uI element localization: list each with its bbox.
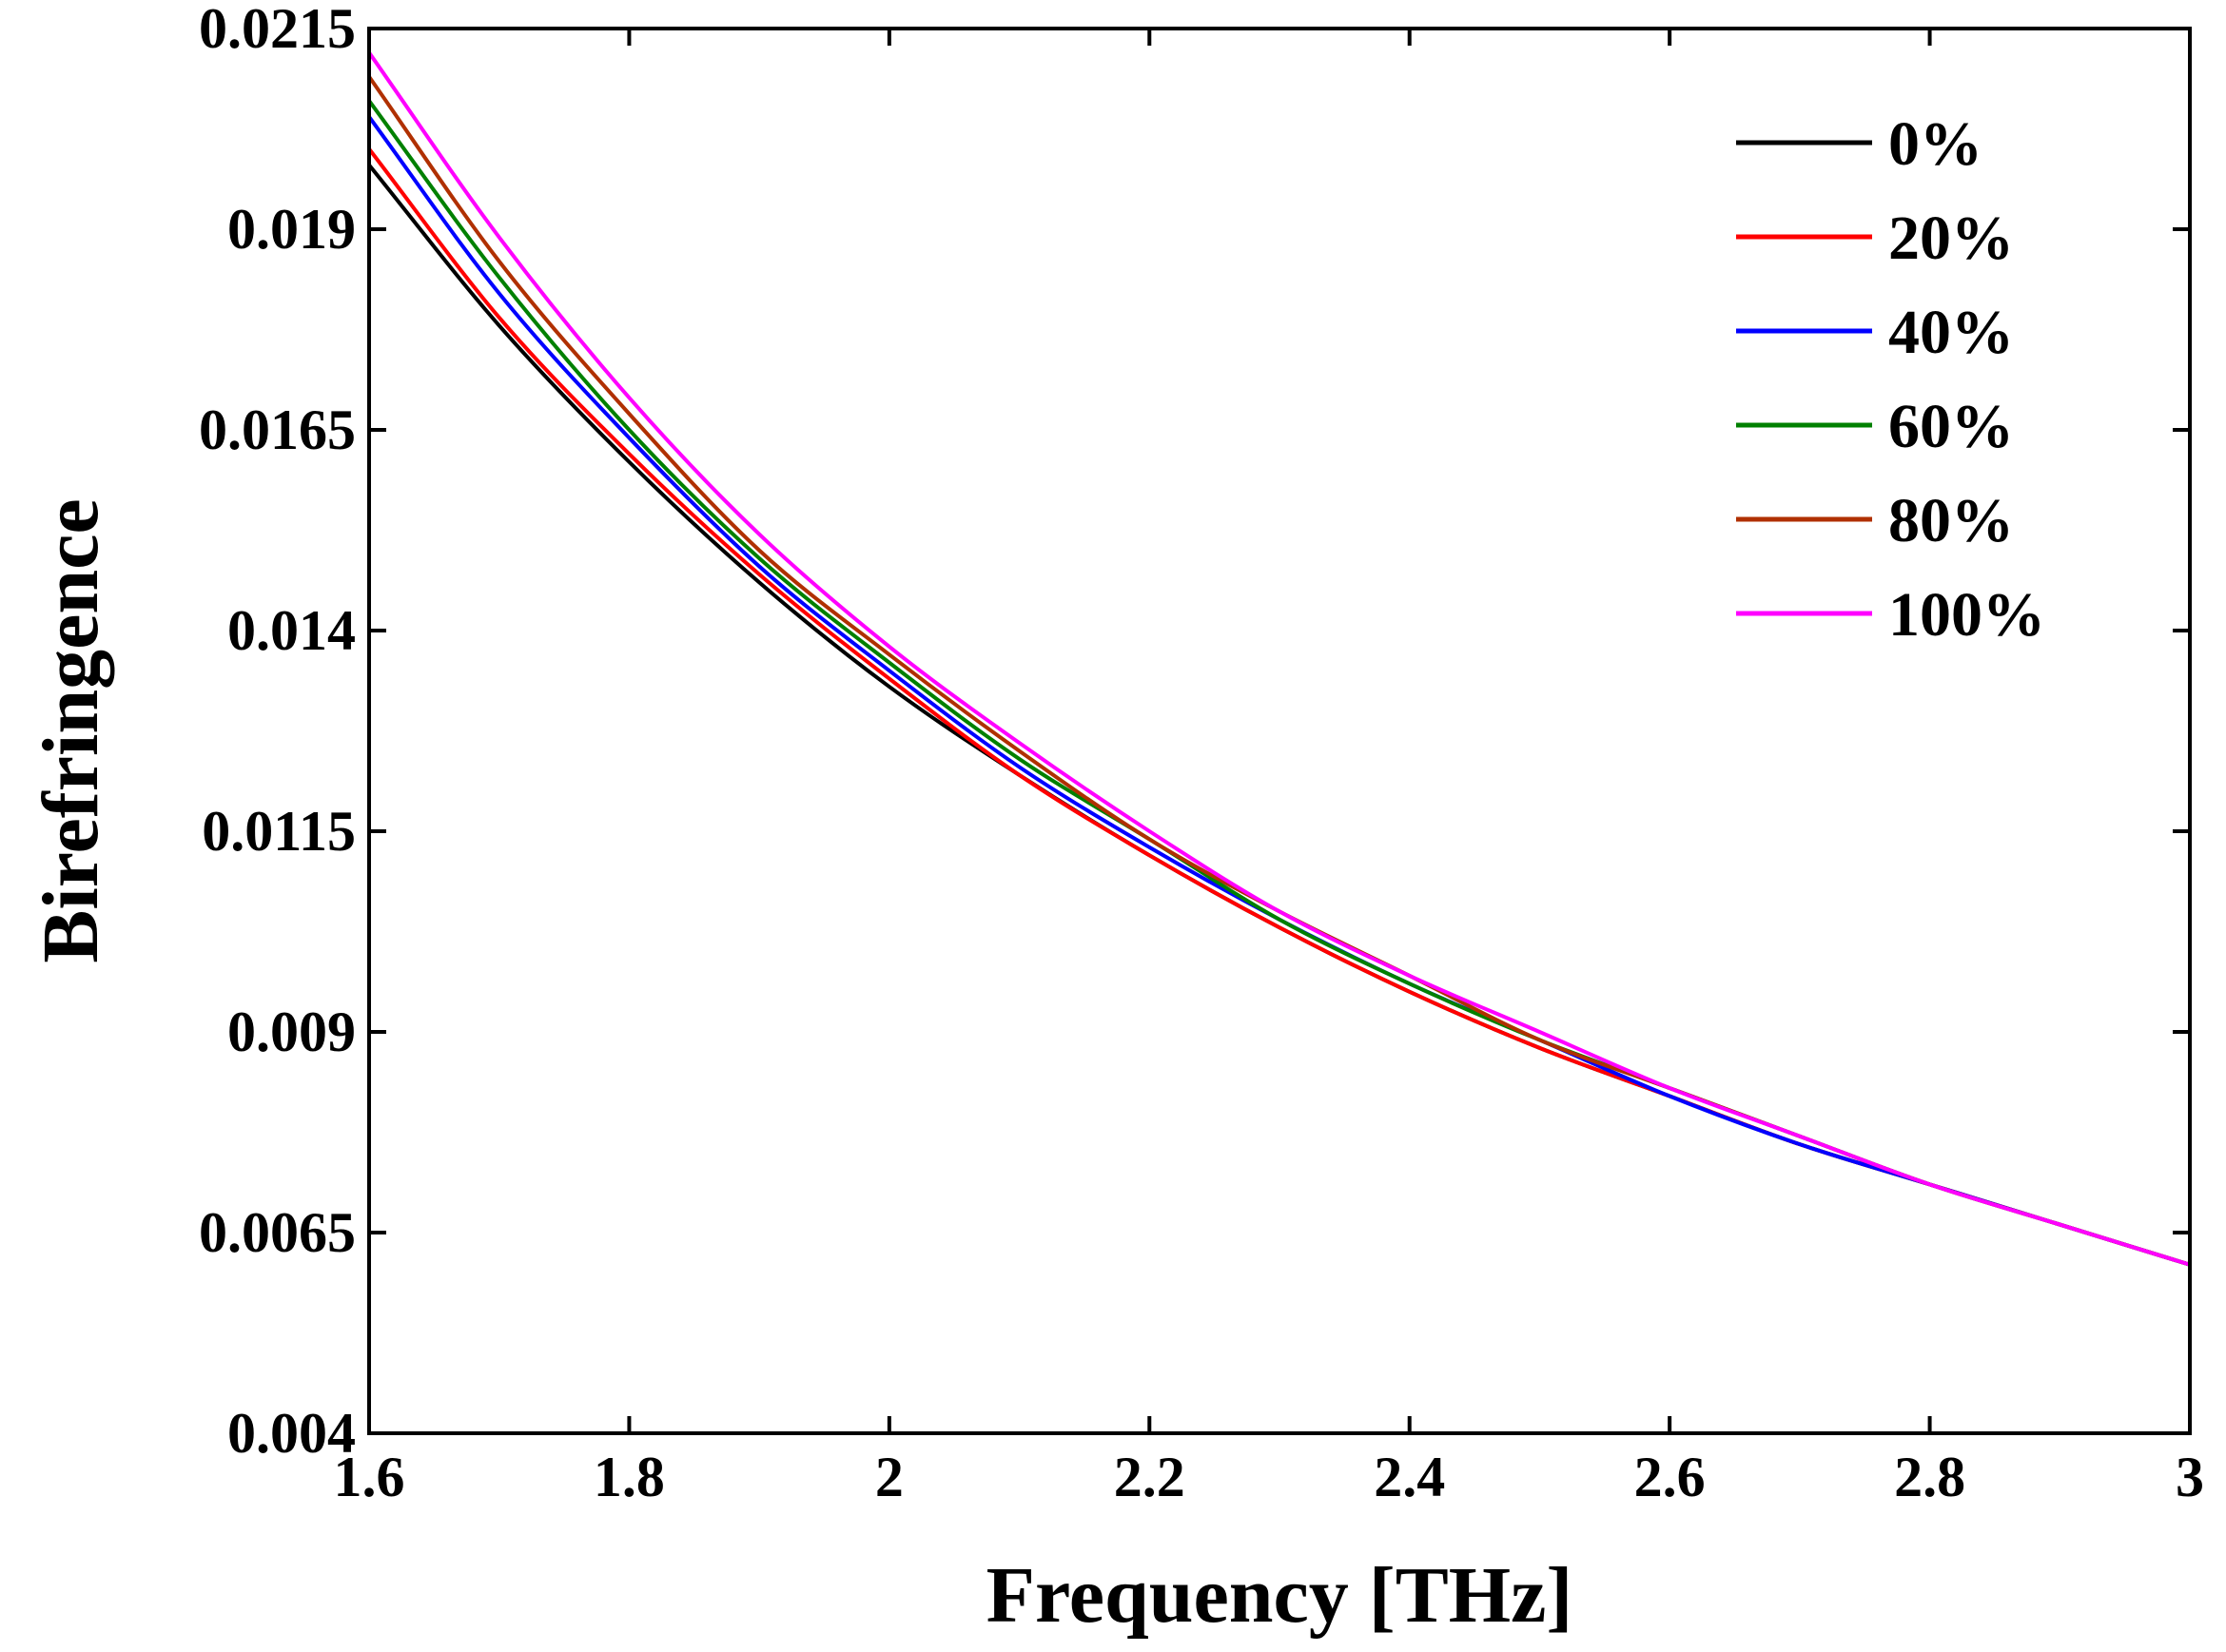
legend-label-0pct: 0% [1888,109,1982,179]
y-tick-labels: 0.004 0.0065 0.009 0.0115 0.014 0.0165 0.019 0.… [199,0,356,1465]
y-tick-label: 0.019 [227,198,356,261]
y-tick-label: 0.0165 [199,398,356,461]
y-tick-label: 0.0065 [199,1201,356,1264]
x-tick-label: 2.4 [1374,1446,1445,1508]
series-line-100pct [367,51,2191,1267]
x-tick-label: 1.8 [594,1446,665,1508]
legend: 0% 20% 40% 60% 80% 100% [1736,109,2045,650]
series-line-60pct [367,99,2191,1267]
legend-label-80pct: 80% [1888,486,2014,555]
x-tick-label: 2 [875,1446,904,1508]
y-tick-label: 0.0215 [199,0,356,60]
x-tick-label: 2.6 [1634,1446,1706,1508]
legend-label-20pct: 20% [1888,204,2014,273]
y-tick-label: 0.004 [227,1402,356,1465]
legend-label-60pct: 60% [1888,392,2014,461]
y-tick-label: 0.0115 [202,800,356,863]
series-line-40pct [367,115,2191,1267]
y-tick-label: 0.014 [227,599,356,662]
y-axis-title: Birefringence [27,498,115,962]
x-axis-title: Frequency [THz] [986,1551,1573,1640]
x-tick-label: 2.8 [1894,1446,1965,1508]
plot-frame [367,27,2192,1435]
x-tick-labels: 1.6 1.8 2 2.2 2.4 2.6 2.8 3 [334,1446,2205,1508]
legend-label-40pct: 40% [1888,298,2014,367]
x-tick-label: 2.2 [1114,1446,1185,1508]
x-tick-label: 3 [2176,1446,2204,1508]
series-lines [367,51,2191,1267]
legend-label-100pct: 100% [1888,580,2045,650]
x-tick-label: 1.6 [334,1446,405,1508]
y-tick-label: 0.009 [227,1001,356,1063]
